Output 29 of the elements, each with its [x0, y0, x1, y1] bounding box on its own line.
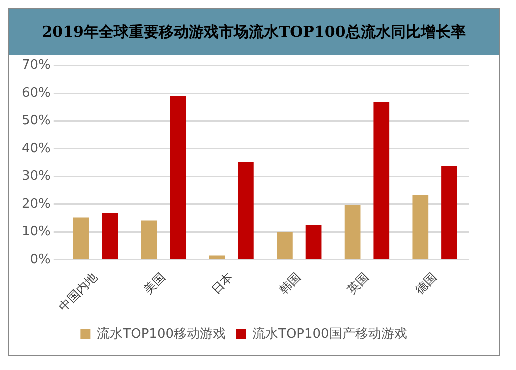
- y-tick-label: 0%: [30, 252, 51, 268]
- x-tick-label: 韩国: [276, 270, 304, 298]
- bar: [238, 162, 254, 260]
- legend-label: 流水TOP100移动游戏: [97, 326, 226, 342]
- bar: [141, 220, 158, 260]
- y-tick-label: 50%: [22, 114, 51, 129]
- x-tick-label: 英国: [344, 270, 372, 298]
- x-tick-label: 日本: [208, 270, 236, 298]
- bar: [102, 213, 118, 260]
- bar: [344, 204, 361, 260]
- bar: [209, 256, 226, 260]
- bar: [442, 166, 458, 260]
- x-tick-label: 美国: [141, 270, 168, 298]
- legend-label: 流水TOP100国产移动游戏: [252, 326, 408, 342]
- y-tick-label: 30%: [22, 169, 51, 184]
- bar: [73, 218, 90, 260]
- bar: [374, 102, 390, 260]
- y-tick-label: 40%: [22, 141, 51, 156]
- bar: [306, 226, 322, 260]
- x-tick-label: 德国: [412, 270, 440, 298]
- bar: [412, 196, 429, 260]
- x-tick-label: 中国内地: [56, 270, 100, 314]
- bar: [277, 232, 293, 260]
- y-tick-label: 20%: [22, 196, 51, 212]
- bar: [170, 96, 186, 260]
- y-tick-label: 10%: [22, 224, 51, 240]
- y-tick-label: 60%: [22, 86, 51, 101]
- chart-title: 2019年全球重要移动游戏市场流水TOP100总流水同比增长率: [42, 22, 466, 42]
- y-tick-label: 70%: [22, 58, 51, 74]
